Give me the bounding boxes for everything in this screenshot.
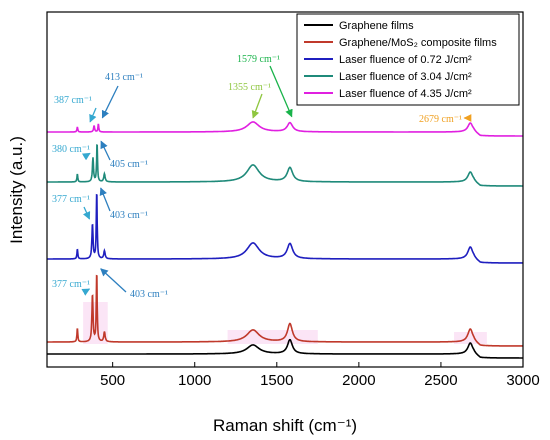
x-tick-label: 2000 (342, 372, 375, 389)
annotation-label: 405 cm⁻¹ (110, 159, 148, 170)
x-tick-label: 1000 (178, 372, 211, 389)
annotation-label: 380 cm⁻¹ (52, 144, 90, 155)
annotation-label: 377 cm⁻¹ (52, 194, 90, 205)
legend-entry: Laser fluence of 4.35 J/cm² (339, 88, 472, 100)
annotation-label: 2679 cm⁻¹ (419, 114, 462, 125)
series-line-2 (47, 193, 523, 264)
annotation-label: 403 cm⁻¹ (130, 289, 168, 300)
legend: Graphene films Graphene/MoS₂ composite fi… (296, 13, 520, 106)
x-tick-label: 500 (100, 372, 125, 389)
annotation-arrow (89, 107, 97, 123)
annotation-arrow (269, 65, 293, 118)
annotation-label: 403 cm⁻¹ (110, 210, 148, 221)
legend-entry: Laser fluence of 0.72 J/cm² (339, 54, 472, 66)
annotation-label: 1579 cm⁻¹ (237, 54, 280, 65)
legend-entry: Graphene films (339, 20, 414, 32)
legend-entry: Graphene/MoS₂ composite films (339, 37, 497, 49)
annotation-arrow (101, 85, 119, 119)
x-axis-ticks: 500 1000 1500 2000 2500 3000 (100, 362, 540, 389)
annotation-label: 377 cm⁻¹ (52, 279, 90, 290)
annotation-arrow (99, 187, 111, 212)
x-tick-label: 2500 (424, 372, 457, 389)
x-axis-label: Raman shift (cm⁻¹) (213, 416, 357, 435)
series-line-4 (47, 121, 523, 137)
series-line-1 (47, 274, 523, 347)
series-line-3 (47, 144, 523, 187)
annotation-label: 1355 cm⁻¹ (228, 82, 271, 93)
graphene-peak-highlight (227, 330, 318, 344)
plot-frame (46, 11, 524, 368)
annotation-arrow (100, 268, 127, 293)
y-axis-label: Intensity (a.u.) (7, 136, 26, 244)
annotation-arrow (81, 152, 91, 161)
x-tick-label: 1500 (260, 372, 293, 389)
annotation-arrow (83, 206, 91, 220)
annotation-label: 387 cm⁻¹ (54, 95, 92, 106)
legend-box (296, 13, 520, 106)
series-line-0 (47, 338, 523, 359)
series-layer (47, 121, 523, 359)
annotation-layer: 387 cm⁻¹ 413 cm⁻¹ 1355 cm⁻¹ 1579 cm⁻¹ 2679 c… (52, 54, 472, 300)
x-tick-label: 3000 (506, 372, 539, 389)
annotation-arrow (251, 93, 263, 119)
annotation-arrow (81, 288, 91, 296)
annotation-label: 413 cm⁻¹ (105, 72, 143, 83)
annotation-arrow (100, 140, 111, 161)
legend-entry: Laser fluence of 3.04 J/cm² (339, 71, 472, 83)
